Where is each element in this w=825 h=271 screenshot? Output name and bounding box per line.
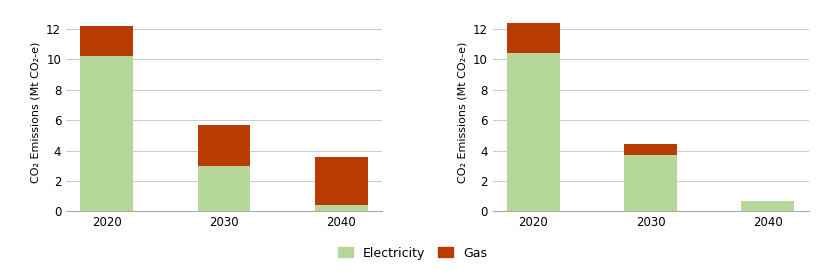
Legend: Electricity, Gas: Electricity, Gas bbox=[333, 242, 492, 265]
Bar bbox=[198, 166, 250, 211]
Bar bbox=[507, 23, 559, 53]
Bar bbox=[198, 125, 250, 166]
Y-axis label: CO₂ Emissions (Mt CO₂-e): CO₂ Emissions (Mt CO₂-e) bbox=[457, 42, 467, 183]
Bar bbox=[315, 157, 368, 205]
Bar bbox=[80, 26, 133, 56]
Bar bbox=[742, 201, 794, 211]
Bar bbox=[507, 53, 559, 211]
Y-axis label: CO₂ Emissions (Mt CO₂-e): CO₂ Emissions (Mt CO₂-e) bbox=[31, 42, 40, 183]
Bar bbox=[625, 155, 676, 211]
Bar bbox=[315, 205, 368, 211]
Bar bbox=[80, 56, 133, 211]
Bar bbox=[625, 144, 676, 155]
